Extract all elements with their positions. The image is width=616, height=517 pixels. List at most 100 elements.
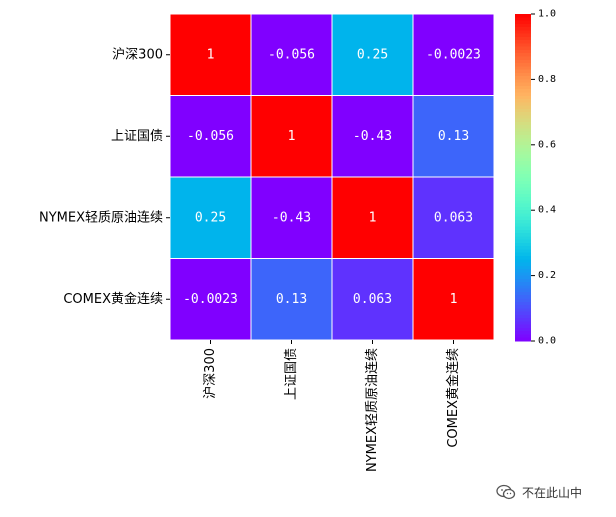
colorbar-segment xyxy=(515,141,531,146)
y-tick-label: 沪深300 xyxy=(112,46,163,62)
colorbar-segment xyxy=(515,255,531,260)
colorbar-segment xyxy=(515,89,531,94)
cell-value-label: 0.13 xyxy=(438,129,469,144)
colorbar-segment xyxy=(515,327,531,332)
heatmap-cell xyxy=(169,258,252,341)
colorbar-segment xyxy=(515,193,531,198)
colorbar-segment xyxy=(515,105,531,110)
colorbar-tick-label: 0.2 xyxy=(538,270,556,281)
x-axis-tick-labels: 沪深300 上证国债 NYMEX轻质原油连续 COMEX黄金连续 xyxy=(202,340,461,472)
colorbar-segment xyxy=(515,46,531,51)
colorbar-tick-label: 0.4 xyxy=(538,205,556,216)
colorbar-segment xyxy=(515,197,531,201)
colorbar-segment xyxy=(515,334,531,339)
cell-value-label: 0.25 xyxy=(357,47,388,62)
colorbar-segment xyxy=(515,242,531,247)
colorbar-segment xyxy=(515,318,531,322)
colorbar-segment xyxy=(515,161,531,166)
colorbar: 0.0 0.2 0.4 0.6 0.8 1.0 xyxy=(515,9,556,347)
colorbar-segment xyxy=(515,138,531,143)
colorbar-segment xyxy=(515,148,531,152)
heatmap-cell xyxy=(169,95,252,178)
cell-value-label: -0.056 xyxy=(187,129,234,144)
wechat-icon xyxy=(496,484,516,500)
colorbar-tick-label: 0.6 xyxy=(538,139,556,150)
cell-value-label: 1 xyxy=(288,129,296,144)
cell-value-label: 0.063 xyxy=(434,210,473,225)
colorbar-segment xyxy=(515,53,531,58)
heatmap-cell xyxy=(250,13,333,96)
y-tick-label: NYMEX轻质原油连续 xyxy=(39,209,163,225)
colorbar-segment xyxy=(515,76,531,80)
colorbar-segment xyxy=(515,301,531,306)
colorbar-segment xyxy=(515,308,531,313)
colorbar-segment xyxy=(515,311,531,316)
colorbar-segment xyxy=(515,226,531,231)
colorbar-segment xyxy=(515,23,531,28)
heatmap-cells xyxy=(169,13,495,341)
cell-value-label: 1 xyxy=(207,47,215,62)
colorbar-segment xyxy=(515,56,531,61)
colorbar-segment xyxy=(515,33,531,38)
colorbar-segment xyxy=(515,213,531,218)
colorbar-segment xyxy=(515,82,531,87)
colorbar-segment xyxy=(515,49,531,54)
cell-value-label: 1 xyxy=(369,210,377,225)
colorbar-segment xyxy=(515,324,531,329)
watermark: 不在此山中 xyxy=(496,481,608,503)
cell-value-label: 0.25 xyxy=(195,210,226,225)
colorbar-segment xyxy=(515,298,531,303)
y-axis-tick-labels: 沪深300 上证国债 NYMEX轻质原油连续 COMEX黄金连续 xyxy=(39,46,170,307)
colorbar-segment xyxy=(515,239,531,244)
colorbar-segment xyxy=(515,236,531,241)
colorbar-segment xyxy=(515,144,531,149)
colorbar-segment xyxy=(515,288,531,293)
colorbar-segment xyxy=(515,112,531,116)
cell-value-label: -0.0023 xyxy=(426,47,481,62)
colorbar-segment xyxy=(515,151,531,156)
cell-value-label: -0.056 xyxy=(268,47,315,62)
colorbar-segment xyxy=(515,27,531,31)
heatmap-cell xyxy=(250,258,333,341)
colorbar-segment xyxy=(515,249,531,254)
colorbar-segment xyxy=(515,115,531,120)
x-tick-label: NYMEX轻质原油连续 xyxy=(364,348,380,472)
colorbar-segment xyxy=(515,321,531,326)
colorbar-segment xyxy=(515,206,531,211)
colorbar-segment xyxy=(515,157,531,162)
colorbar-segment xyxy=(515,295,531,300)
colorbar-segment xyxy=(515,108,531,113)
cell-value-label: 0.063 xyxy=(353,292,392,307)
x-tick-label: 上证国债 xyxy=(284,348,299,400)
colorbar-segment xyxy=(515,79,531,84)
colorbar-segment xyxy=(515,20,531,25)
colorbar-segment xyxy=(515,121,531,126)
colorbar-segment xyxy=(515,14,531,18)
colorbar-segment xyxy=(515,223,531,228)
colorbar-segment xyxy=(515,305,531,309)
colorbar-segment xyxy=(515,134,531,139)
colorbar-segment xyxy=(515,278,531,283)
colorbar-segment xyxy=(515,272,531,277)
colorbar-segment xyxy=(515,92,531,97)
colorbar-segment xyxy=(515,102,531,107)
cell-value-label: -0.43 xyxy=(272,210,311,225)
colorbar-segment xyxy=(515,154,531,159)
colorbar-segment xyxy=(515,180,531,185)
colorbar-segment xyxy=(515,170,531,175)
x-tick-label: COMEX黄金连续 xyxy=(445,348,461,448)
colorbar-segment xyxy=(515,131,531,136)
colorbar-segment xyxy=(515,262,531,267)
colorbar-segment xyxy=(515,43,531,48)
colorbar-segment xyxy=(515,167,531,172)
colorbar-segment xyxy=(515,291,531,296)
colorbar-segment xyxy=(515,40,531,45)
cell-value-label: 0.13 xyxy=(276,292,307,307)
colorbar-segment xyxy=(515,210,531,215)
colorbar-tick-label: 0.8 xyxy=(538,74,556,85)
watermark-text: 不在此山中 xyxy=(522,485,583,500)
colorbar-segment xyxy=(515,220,531,224)
heatmap-cell xyxy=(169,13,252,96)
heatmap-cell xyxy=(412,258,495,341)
colorbar-segment xyxy=(515,125,531,130)
